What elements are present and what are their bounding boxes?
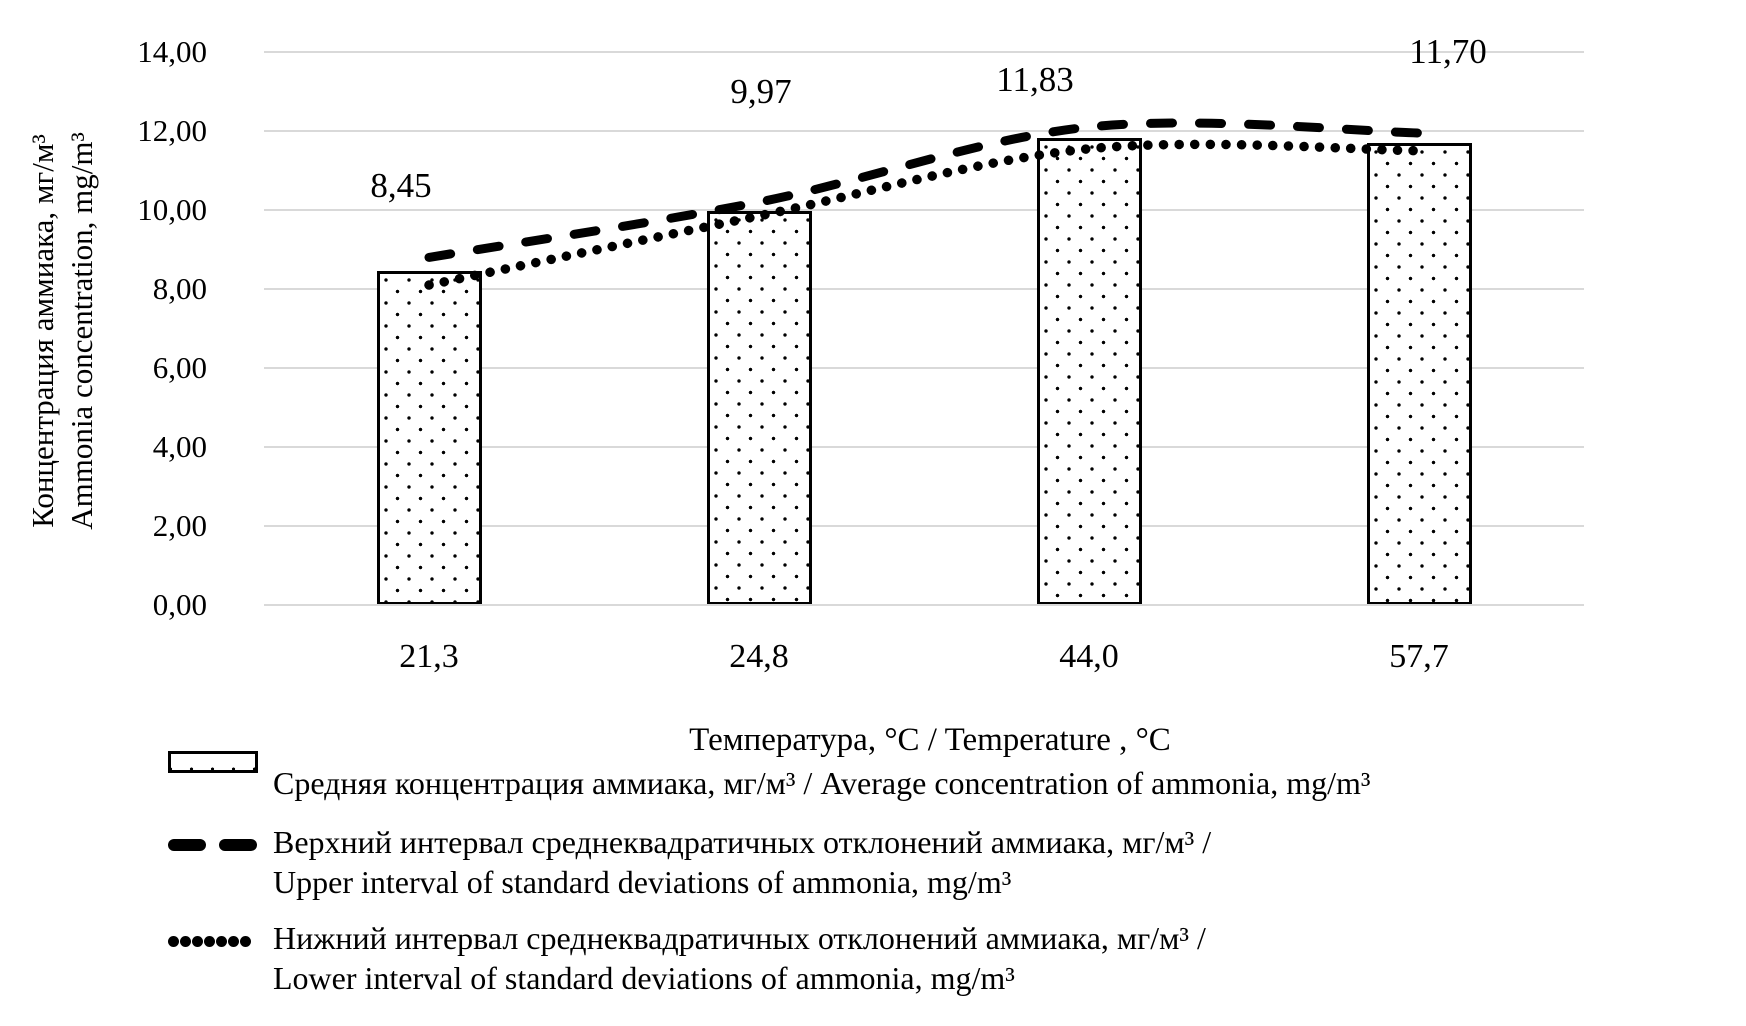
gridline — [264, 367, 1584, 369]
y-tick-label: 4,00 — [152, 429, 207, 464]
upper-interval-dashed-line — [424, 118, 1424, 262]
y-tick-label: 14,00 — [137, 34, 207, 69]
bar-data-label: 11,83 — [996, 60, 1074, 99]
bar-data-label: 8,45 — [370, 166, 432, 205]
legend-swatch-lower-dotted-line — [168, 936, 258, 948]
legend-swatch-average-bar — [168, 751, 258, 773]
gridline — [264, 130, 1584, 132]
bar — [1036, 137, 1142, 605]
bar-data-label: 9,97 — [730, 72, 792, 111]
legend-swatch-upper-dashed-line — [168, 839, 258, 851]
bar — [376, 271, 482, 605]
legend-label-average: Средняя концентрация аммиака, мг/м³ / Av… — [273, 765, 1371, 801]
bar — [1366, 142, 1472, 605]
y-tick-label: 10,00 — [137, 192, 207, 227]
legend-label-lower: Нижний интервал среднеквадратичных откло… — [273, 920, 1206, 996]
y-tick-label: 0,00 — [152, 587, 207, 622]
x-axis-baseline — [264, 604, 1584, 606]
bar-data-label: 11,70 — [1409, 32, 1487, 71]
y-tick-label: 6,00 — [152, 350, 207, 385]
gridline — [264, 525, 1584, 527]
x-tick-label: 24,8 — [729, 638, 789, 675]
y-tick-label: 2,00 — [152, 508, 207, 543]
y-tick-label: 12,00 — [137, 113, 207, 148]
lower-interval-dotted-line — [424, 139, 1424, 290]
gridline — [264, 51, 1584, 53]
x-axis-title: Температура, °C / Temperature , °C — [689, 722, 1171, 758]
x-tick-label: 57,7 — [1389, 638, 1449, 675]
y-tick-label: 8,00 — [152, 271, 207, 306]
x-tick-label: 44,0 — [1059, 638, 1119, 675]
legend-label-upper: Верхний интервал среднеквадратичных откл… — [273, 824, 1212, 900]
x-tick-label: 21,3 — [399, 638, 459, 675]
bar — [706, 211, 812, 605]
gridline — [264, 446, 1584, 448]
